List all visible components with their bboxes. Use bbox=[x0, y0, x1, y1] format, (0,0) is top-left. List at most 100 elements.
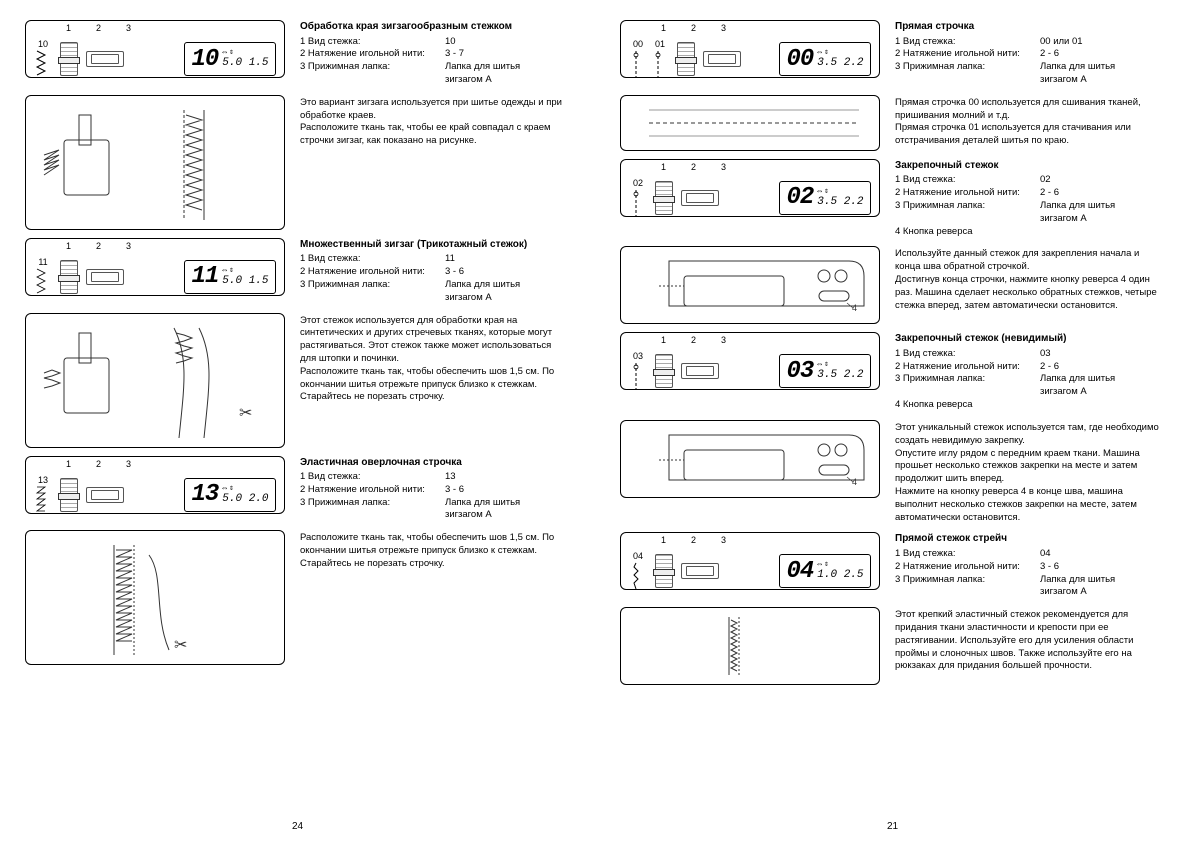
illustration-box bbox=[25, 95, 285, 230]
spec-text: Эластичная оверлочная строчка 1 Вид стеж… bbox=[300, 456, 570, 523]
page-left: 123 10 10 ⇔⇕ 5.0 1.5 Обработка края зигз… bbox=[0, 0, 595, 842]
spec-line: 2 Натяжение игольной нити: 2 - 6 bbox=[895, 361, 1165, 374]
illustration-row: Это вариант зигзага используется при шит… bbox=[25, 95, 570, 230]
illustration-row: Прямая строчка 00 используется для сшива… bbox=[620, 95, 1165, 151]
presser-foot-icon bbox=[681, 363, 719, 379]
description-text: Прямая строчка 00 используется для сшива… bbox=[895, 97, 1165, 151]
svg-text:✂: ✂ bbox=[174, 637, 187, 654]
section-title: Прямой стежок стрейч bbox=[895, 532, 1165, 546]
diagram-header: 123 bbox=[661, 162, 726, 172]
description-text: Этот крепкий эластичный стежок рекоменду… bbox=[895, 609, 1165, 685]
spec-line: 2 Натяжение игольной нити: 3 - 6 bbox=[300, 484, 570, 497]
spec-text: Обработка края зигзагообразным стежком 1… bbox=[300, 20, 570, 87]
illustration-row: ✂ Этот стежок используется для обработки… bbox=[25, 313, 570, 448]
settings-row: 123 13 13 ⇔⇕ 5.0 2.0 Эластичная оверлочн… bbox=[25, 456, 570, 523]
settings-diagram: 123 02 02 ⇔⇕ 3.5 2.2 bbox=[620, 159, 880, 217]
section-title: Закрепочный стежок (невидимый) bbox=[895, 332, 1165, 346]
tension-dial-icon bbox=[60, 478, 78, 512]
presser-foot-icon bbox=[86, 269, 124, 285]
spec-line: 2 Натяжение игольной нити: 2 - 6 bbox=[895, 48, 1165, 61]
description-text: Это вариант зигзага используется при шит… bbox=[300, 97, 570, 230]
spec-line: 1 Вид стежка: 02 bbox=[895, 174, 1165, 187]
lcd-display: 00 ⇔⇕ 3.5 2.2 bbox=[779, 42, 871, 76]
spec-line: зигзагом A bbox=[300, 74, 570, 87]
settings-diagram: 123 03 03 ⇔⇕ 3.5 2.2 bbox=[620, 332, 880, 390]
tension-dial-icon bbox=[677, 42, 695, 76]
spec-line: зигзагом A bbox=[895, 74, 1165, 87]
spec-line: зигзагом A bbox=[300, 509, 570, 522]
lcd-display: 10 ⇔⇕ 5.0 1.5 bbox=[184, 42, 276, 76]
spec-line: 1 Вид стежка: 04 bbox=[895, 548, 1165, 561]
illustration-row: Этот крепкий эластичный стежок рекоменду… bbox=[620, 607, 1165, 685]
spec-text: Прямой стежок стрейч 1 Вид стежка: 04 2 … bbox=[895, 532, 1165, 599]
spec-line: 2 Натяжение игольной нити: 3 - 7 bbox=[300, 48, 570, 61]
presser-foot-icon bbox=[703, 51, 741, 67]
illustration-box: 4 bbox=[620, 420, 880, 498]
section-title: Множественный зигзаг (Трикотажный стежок… bbox=[300, 238, 570, 252]
diagram-header: 123 bbox=[66, 459, 131, 469]
section-title: Закрепочный стежок bbox=[895, 159, 1165, 173]
spec-line: 2 Натяжение игольной нити: 2 - 6 bbox=[895, 187, 1165, 200]
illustration-box bbox=[620, 607, 880, 685]
diagram-header: 123 bbox=[66, 23, 131, 33]
presser-foot-icon bbox=[681, 563, 719, 579]
section-title: Обработка края зигзагообразным стежком bbox=[300, 20, 570, 34]
spec-line: 1 Вид стежка: 13 bbox=[300, 471, 570, 484]
tension-dial-icon bbox=[655, 354, 673, 388]
spec-line: зигзагом A bbox=[895, 213, 1165, 226]
page-right: 123 00 01 00 ⇔⇕ 3.5 2.2 Прямая строчка 1… bbox=[595, 0, 1190, 842]
diagram-header: 123 bbox=[661, 23, 726, 33]
spec-line: 2 Натяжение игольной нити: 3 - 6 bbox=[300, 266, 570, 279]
tension-dial-icon bbox=[655, 554, 673, 588]
spec-line: 4 Кнопка реверса bbox=[895, 226, 1165, 239]
spec-text: Закрепочный стежок 1 Вид стежка: 02 2 На… bbox=[895, 159, 1165, 239]
tension-dial-icon bbox=[655, 181, 673, 215]
tension-dial-icon bbox=[60, 260, 78, 294]
machine-illustration: 4 bbox=[629, 425, 871, 493]
svg-text:✂: ✂ bbox=[239, 405, 252, 422]
presser-foot-icon bbox=[86, 51, 124, 67]
spec-line: 2 Натяжение игольной нити: 3 - 6 bbox=[895, 561, 1165, 574]
spec-text: Прямая строчка 1 Вид стежка: 00 или 01 2… bbox=[895, 20, 1165, 87]
settings-row: 123 02 02 ⇔⇕ 3.5 2.2 Закрепочный стежок … bbox=[620, 159, 1165, 239]
illustration-row: ✂ Расположите ткань так, чтобы обеспечит… bbox=[25, 530, 570, 665]
description-text: Этот уникальный стежок используется там,… bbox=[895, 422, 1165, 525]
settings-diagram: 123 04 04 ⇔⇕ 1.0 2.5 bbox=[620, 532, 880, 590]
lcd-display: 04 ⇔⇕ 1.0 2.5 bbox=[779, 554, 871, 588]
diagram-header: 123 bbox=[66, 241, 131, 251]
lcd-display: 11 ⇔⇕ 5.0 1.5 bbox=[184, 260, 276, 294]
settings-diagram: 123 10 10 ⇔⇕ 5.0 1.5 bbox=[25, 20, 285, 78]
settings-row: 123 10 10 ⇔⇕ 5.0 1.5 Обработка края зигз… bbox=[25, 20, 570, 87]
spec-line: 1 Вид стежка: 10 bbox=[300, 36, 570, 49]
illustration-box: ✂ bbox=[25, 313, 285, 448]
section-title: Прямая строчка bbox=[895, 20, 1165, 34]
lcd-display: 03 ⇔⇕ 3.5 2.2 bbox=[779, 354, 871, 388]
section-title: Эластичная оверлочная строчка bbox=[300, 456, 570, 470]
tension-dial-icon bbox=[60, 42, 78, 76]
spec-line: 1 Вид стежка: 03 bbox=[895, 348, 1165, 361]
page-number-left: 24 bbox=[292, 821, 303, 832]
multizig-illustration: ✂ bbox=[34, 318, 276, 443]
spec-text: Множественный зигзаг (Трикотажный стежок… bbox=[300, 238, 570, 305]
straight-illustration bbox=[629, 100, 871, 146]
description-text: Используйте данный стежок для закреплени… bbox=[895, 248, 1165, 324]
machine-illustration: 4 bbox=[629, 251, 871, 319]
description-text: Расположите ткань так, чтобы обеспечить … bbox=[300, 532, 570, 665]
overlock-illustration: ✂ bbox=[34, 535, 276, 660]
settings-row: 123 00 01 00 ⇔⇕ 3.5 2.2 Прямая строчка 1… bbox=[620, 20, 1165, 87]
stretch-illustration bbox=[629, 612, 871, 680]
page-number-right: 21 bbox=[887, 821, 898, 832]
settings-diagram: 123 11 11 ⇔⇕ 5.0 1.5 bbox=[25, 238, 285, 296]
illustration-box bbox=[620, 95, 880, 151]
lcd-display: 13 ⇔⇕ 5.0 2.0 bbox=[184, 478, 276, 512]
zigzag-illustration bbox=[34, 100, 276, 225]
spec-line: зигзагом A bbox=[895, 386, 1165, 399]
presser-foot-icon bbox=[681, 190, 719, 206]
spec-line: 3 Прижимная лапка: Лапка для шитья bbox=[300, 497, 570, 510]
spec-line: 3 Прижимная лапка: Лапка для шитья bbox=[895, 574, 1165, 587]
diagram-header: 123 bbox=[661, 535, 726, 545]
spec-line: 3 Прижимная лапка: Лапка для шитья bbox=[300, 61, 570, 74]
spec-line: зигзагом A bbox=[300, 292, 570, 305]
settings-row: 123 11 11 ⇔⇕ 5.0 1.5 Множественный зигза… bbox=[25, 238, 570, 305]
spec-text: Закрепочный стежок (невидимый) 1 Вид сте… bbox=[895, 332, 1165, 412]
